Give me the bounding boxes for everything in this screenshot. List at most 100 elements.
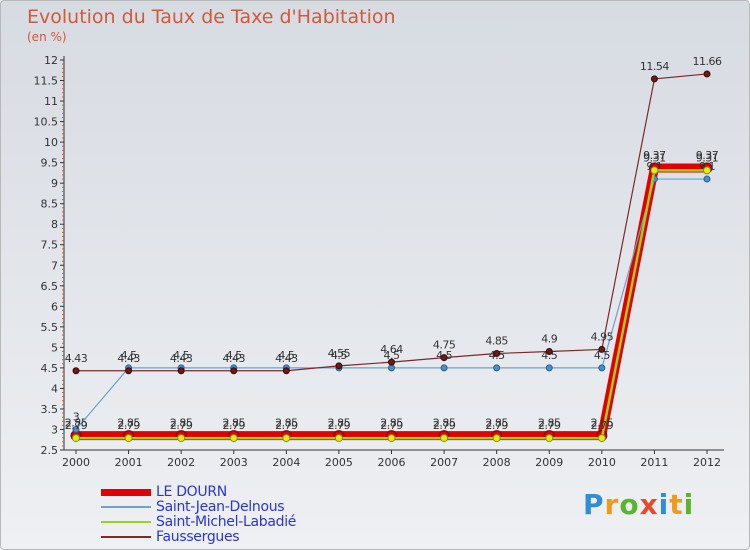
data-point bbox=[125, 367, 133, 375]
data-point bbox=[440, 434, 449, 443]
data-label: 2.85 bbox=[538, 417, 561, 430]
data-point bbox=[72, 367, 80, 375]
unit-label: (en %) bbox=[27, 30, 67, 44]
data-point bbox=[598, 364, 606, 372]
y-tick-label: 3 bbox=[51, 423, 58, 436]
data-label: 4.5 bbox=[384, 349, 400, 362]
data-label: 2.85 bbox=[591, 417, 614, 430]
data-point bbox=[650, 166, 659, 175]
data-label: 11.54 bbox=[640, 60, 669, 73]
data-label: 4.5 bbox=[594, 349, 610, 362]
y-tick-label: 5 bbox=[51, 341, 58, 354]
data-point bbox=[177, 367, 185, 375]
data-label: 4.43 bbox=[65, 352, 88, 365]
data-point bbox=[493, 364, 501, 372]
data-point bbox=[334, 434, 343, 443]
chart-title: Evolution du Taux de Taxe d'Habitation bbox=[27, 6, 396, 28]
data-point bbox=[230, 367, 238, 375]
data-label: 4.64 bbox=[380, 343, 403, 356]
y-tick-label: 9.5 bbox=[41, 157, 59, 170]
data-label: 2.85 bbox=[328, 417, 351, 430]
data-point bbox=[72, 434, 80, 443]
data-label: 4.43 bbox=[170, 352, 193, 365]
y-tick-label: 7 bbox=[51, 259, 58, 272]
y-tick-label: 11.5 bbox=[34, 75, 59, 88]
data-label: 4.55 bbox=[328, 347, 351, 360]
y-tick-label: 8.5 bbox=[41, 198, 59, 211]
data-label: 2.85 bbox=[170, 417, 193, 430]
y-tick-label: 4.5 bbox=[41, 362, 59, 375]
data-point bbox=[703, 175, 711, 183]
data-point bbox=[598, 345, 606, 353]
data-point bbox=[72, 425, 80, 433]
data-label: 2.79 bbox=[117, 419, 140, 432]
legend-label: Saint-Jean-Delnous bbox=[156, 499, 285, 515]
data-label: 4.75 bbox=[433, 339, 456, 352]
y-tick-label: 9 bbox=[51, 177, 58, 190]
y-tick-label: 3.5 bbox=[41, 403, 59, 416]
y-tick-label: 2.5 bbox=[41, 444, 59, 457]
data-label: 2.85 bbox=[380, 417, 403, 430]
data-label: 2.85 bbox=[65, 417, 88, 430]
x-tick-label: 2003 bbox=[220, 456, 248, 469]
legend-label: Saint-Michel-Labadié bbox=[156, 514, 297, 530]
legend-swatch-saint-michel-labadie bbox=[101, 521, 151, 523]
y-tick-label: 7.5 bbox=[41, 239, 59, 252]
data-label: 2.79 bbox=[328, 419, 351, 432]
y-tick-label: 6 bbox=[51, 300, 58, 313]
data-label: 4.5 bbox=[331, 349, 347, 362]
data-point bbox=[703, 70, 711, 78]
data-label: 9.37 bbox=[643, 149, 666, 162]
x-tick-label: 2005 bbox=[325, 456, 353, 469]
data-label: 2.79 bbox=[538, 419, 561, 432]
x-tick-label: 2004 bbox=[272, 456, 300, 469]
x-tick-label: 2011 bbox=[640, 456, 668, 469]
data-label: 4.43 bbox=[275, 352, 298, 365]
series-line-faussergues bbox=[76, 73, 708, 372]
data-point bbox=[282, 367, 290, 375]
data-point bbox=[703, 166, 711, 175]
data-point bbox=[387, 434, 396, 443]
data-label: 4.95 bbox=[591, 330, 614, 343]
data-label: 2.85 bbox=[275, 417, 298, 430]
data-point bbox=[282, 434, 291, 443]
data-label: 2.79 bbox=[170, 419, 193, 432]
data-label: 2.79 bbox=[65, 419, 88, 432]
data-label: 9.31 bbox=[643, 151, 666, 164]
data-point bbox=[545, 434, 554, 443]
data-point bbox=[229, 434, 238, 443]
data-label: 3 bbox=[73, 410, 80, 423]
x-tick-label: 2001 bbox=[115, 456, 143, 469]
y-tick-label: 12 bbox=[44, 54, 58, 67]
series-line-le-dourn bbox=[76, 163, 707, 441]
y-tick-label: 11 bbox=[44, 95, 58, 108]
legend-swatch-le-dourn bbox=[101, 489, 151, 496]
x-tick-label: 2007 bbox=[430, 456, 458, 469]
data-label: 4.5 bbox=[278, 349, 294, 362]
data-label: 4.5 bbox=[226, 349, 242, 362]
data-point bbox=[124, 434, 133, 443]
data-point bbox=[388, 358, 395, 366]
data-label: 2.79 bbox=[223, 419, 246, 432]
data-label: 4.5 bbox=[173, 349, 189, 362]
data-label: 2.79 bbox=[485, 419, 508, 432]
x-tick-label: 2000 bbox=[62, 456, 90, 469]
data-label: 2.79 bbox=[380, 419, 403, 432]
data-point bbox=[545, 364, 553, 372]
data-label: 4.85 bbox=[485, 335, 508, 348]
data-label: 4.9 bbox=[541, 332, 557, 345]
data-point bbox=[177, 434, 186, 443]
data-label: 9.37 bbox=[696, 149, 719, 162]
legend-label: LE DOURN bbox=[156, 484, 227, 500]
y-tick-label: 10 bbox=[44, 136, 58, 149]
y-tick-label: 6.5 bbox=[41, 280, 59, 293]
x-tick-label: 2012 bbox=[693, 456, 721, 469]
y-tick-label: 10.5 bbox=[34, 116, 59, 129]
data-label: 2.85 bbox=[433, 417, 456, 430]
data-point bbox=[440, 354, 448, 362]
data-label: 2.79 bbox=[433, 419, 456, 432]
data-label: 2.79 bbox=[591, 419, 614, 432]
data-label: 4.43 bbox=[117, 352, 140, 365]
